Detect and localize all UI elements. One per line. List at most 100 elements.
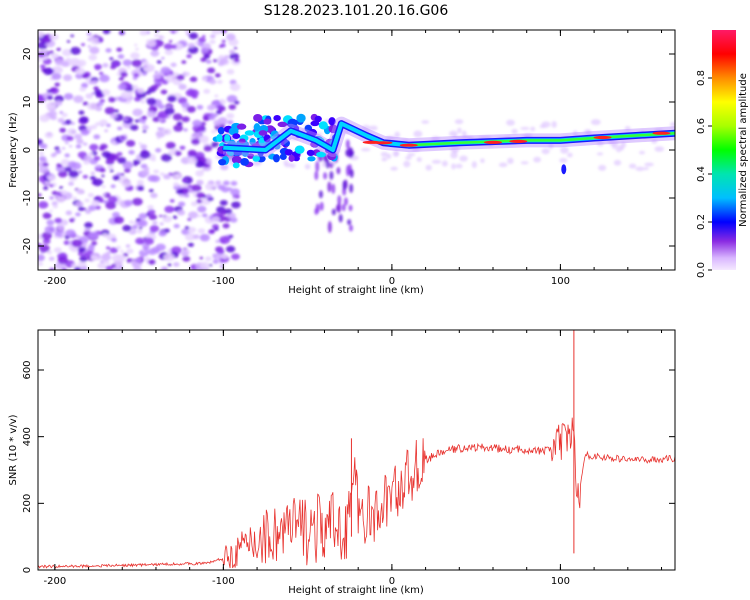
noise-blob (221, 39, 226, 43)
noise-blob (314, 170, 319, 181)
noise-blob (451, 163, 456, 170)
noise-blob (83, 160, 90, 165)
turbulent-blob (240, 158, 249, 166)
noise-blob (227, 187, 233, 191)
noise-blob (201, 76, 208, 82)
noise-blob (163, 253, 175, 262)
noise-blob (122, 224, 132, 232)
noise-blob (55, 149, 62, 154)
noise-blob (91, 241, 98, 246)
noise-blob (89, 175, 96, 181)
noise-blob (150, 192, 158, 199)
noise-blob (71, 263, 77, 268)
x-tick-label: -100 (212, 576, 235, 587)
noise-blob (413, 130, 423, 138)
noise-blob (65, 229, 76, 237)
noise-blob (133, 159, 141, 165)
noise-blob (211, 141, 220, 148)
noise-blob (203, 54, 211, 59)
noise-blob (40, 64, 46, 69)
noise-blob (71, 239, 83, 248)
noise-blob (120, 173, 125, 176)
snr-line (38, 417, 675, 569)
y-tick-label: 0 (22, 147, 33, 153)
noise-blob (421, 120, 430, 124)
noise-blob (98, 38, 104, 43)
noise-blob (361, 124, 371, 132)
noise-blob (186, 106, 196, 113)
noise-blob (49, 50, 54, 55)
noise-blob (108, 97, 116, 103)
noise-blob (136, 179, 144, 185)
noise-blob (149, 225, 160, 233)
noise-blob (145, 90, 152, 95)
noise-blob (77, 246, 86, 253)
noise-blob (144, 166, 150, 171)
noise-blob (211, 30, 223, 35)
noise-blob (126, 66, 131, 69)
noise-blob (192, 234, 200, 240)
turbulent-blob (307, 156, 316, 162)
noise-blob (109, 153, 119, 161)
noise-blob (507, 157, 514, 164)
noise-blob (173, 182, 180, 187)
y-tick-label: 200 (22, 494, 33, 513)
noise-blob (197, 42, 204, 47)
noise-blob (99, 167, 106, 173)
noise-blob (146, 97, 157, 106)
turbulent-blob (327, 151, 337, 161)
noise-blob (159, 172, 165, 176)
snr-ticks: -200 -100 0 100 0 200 400 600 (22, 330, 675, 587)
y-tick-label: -20 (22, 238, 33, 254)
noise-blob (533, 156, 542, 163)
noise-blob (197, 205, 207, 213)
noise-blob (572, 130, 578, 137)
noise-blob (229, 49, 235, 54)
noise-blob (38, 201, 49, 209)
hot-spot (399, 143, 418, 147)
noise-blob (454, 119, 464, 125)
noise-blob (149, 104, 154, 109)
noise-blob (141, 115, 148, 120)
noise-blob (188, 46, 199, 54)
noise-blob (156, 60, 162, 64)
noise-blob (337, 195, 342, 205)
noise-blob (232, 197, 236, 201)
turbulent-blob (232, 133, 241, 139)
y-tick-label: 400 (22, 427, 33, 446)
noise-blob (121, 180, 132, 188)
noise-blob (39, 114, 50, 123)
noise-blob (51, 72, 62, 80)
noise-blob (148, 214, 157, 221)
noise-blob (348, 224, 353, 232)
noise-blob (187, 42, 195, 48)
noise-blob (102, 63, 109, 68)
noise-blob (66, 40, 71, 43)
noise-blob (61, 267, 68, 270)
noise-blob (192, 119, 202, 127)
noise-blob (222, 180, 230, 186)
colorbar-tick-label: 0.8 (696, 70, 707, 86)
turbulent-blob (247, 153, 255, 159)
noise-blob (431, 136, 441, 141)
noise-blob (94, 197, 100, 201)
noise-blob (199, 233, 210, 242)
noise-blob (66, 135, 74, 141)
noise-blob (77, 206, 85, 212)
hot-spot (374, 141, 393, 145)
noise-blob (152, 73, 162, 80)
x-tick-label: 0 (389, 276, 395, 287)
noise-blob (73, 95, 84, 104)
noise-blob (95, 205, 101, 210)
noise-blob (335, 204, 340, 212)
noise-blob (125, 244, 131, 248)
noise-blob (63, 240, 70, 246)
noise-blob (360, 147, 371, 152)
noise-blob (101, 253, 112, 261)
noise-blob (87, 192, 95, 198)
noise-blob (90, 124, 97, 130)
turbulent-blob (218, 158, 227, 166)
noise-blob (225, 33, 236, 41)
noise-blob (70, 34, 75, 38)
noise-blob (185, 89, 196, 97)
